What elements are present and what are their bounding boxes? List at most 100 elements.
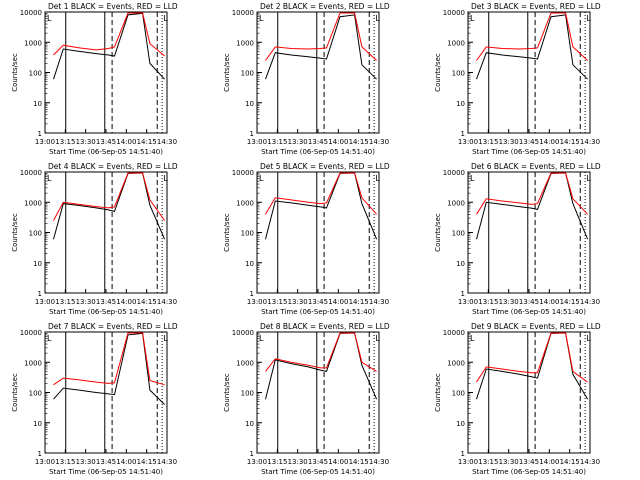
y-tick-label: 10 (245, 420, 254, 428)
panel-title: Det 1 BLACK = Events, RED = LLD (48, 2, 178, 11)
x-tick-label: 14:00 (328, 138, 348, 146)
series-line-lld (265, 332, 377, 372)
x-axis-label: Start Time (06-Sep-05 14:51:40) (49, 308, 163, 316)
marker-label: L (163, 334, 168, 343)
x-tick-label: 13:15 (267, 298, 287, 306)
y-tick-label: 10 (456, 260, 465, 268)
series-line-events (265, 14, 377, 80)
y-axis-label: Counts/sec (223, 53, 231, 92)
panel-title: Det 7 BLACK = Events, RED = LLD (48, 322, 178, 331)
y-tick-label: 100 (29, 230, 42, 238)
y-tick-label: 10000 (20, 9, 42, 17)
y-tick-label: 10000 (443, 169, 465, 177)
y-axis-label: Counts/sec (223, 373, 231, 412)
marker-label: L (47, 174, 52, 183)
plot-frame (467, 11, 591, 134)
y-tick-label: 100 (241, 230, 254, 238)
detector-panel-1: 1 10 100 1000 10000 13:00 13:15 13:30 13:45 14:00… (11, 2, 178, 156)
y-tick-label: 1 (250, 450, 254, 458)
y-tick-label: 1000 (236, 359, 254, 367)
x-tick-label: 14:30 (369, 138, 389, 146)
y-tick-label: 100 (241, 390, 254, 398)
detector-panel-9: 1 10 100 1000 10000 13:00 13:15 13:30 13:45 14:00… (434, 322, 601, 476)
x-tick-label: 13:00 (458, 138, 478, 146)
y-tick-label: 10000 (443, 9, 465, 17)
series-line-lld (476, 332, 588, 383)
y-tick-label: 1000 (236, 199, 254, 207)
y-tick-label: 10000 (232, 9, 254, 17)
plot-frame (467, 171, 591, 294)
x-tick-label: 13:00 (35, 298, 55, 306)
y-tick-label: 10 (245, 100, 254, 108)
marker-label: L (47, 14, 52, 23)
x-tick-label: 14:30 (157, 138, 177, 146)
y-tick-label: 10 (33, 260, 42, 268)
detector-panel-3: 1 10 100 1000 10000 13:00 13:15 13:30 13:45 14:00… (434, 2, 601, 156)
y-tick-label: 1000 (447, 39, 465, 47)
x-tick-label: 13:15 (55, 298, 75, 306)
marker-label: L (375, 334, 380, 343)
panel-title: Det 5 BLACK = Events, RED = LLD (260, 162, 390, 171)
y-tick-label: 1 (38, 450, 42, 458)
x-tick-label: 13:45 (519, 298, 539, 306)
x-tick-label: 13:30 (76, 138, 96, 146)
detector-panel-6: 1 10 100 1000 10000 13:00 13:15 13:30 13:45 14:00… (434, 162, 601, 316)
series-line-lld (476, 12, 588, 61)
panel-title: Det 3 BLACK = Events, RED = LLD (471, 2, 601, 11)
plot-frame (467, 331, 591, 454)
y-tick-label: 1 (38, 290, 42, 298)
y-tick-label: 10 (456, 420, 465, 428)
x-tick-label: 13:30 (288, 138, 308, 146)
detector-panel-7: 1 10 100 1000 10000 13:00 13:15 13:30 13:45 14:00… (11, 322, 178, 476)
plot-frame (44, 331, 168, 454)
series-line-events (476, 332, 589, 400)
plot-frame (44, 171, 168, 294)
series-line-events (476, 172, 589, 240)
x-tick-label: 13:15 (478, 458, 498, 466)
y-axis-label: Counts/sec (11, 373, 19, 412)
detector-panel-5: 1 10 100 1000 10000 13:00 13:15 13:30 13:45 14:00… (223, 162, 390, 316)
x-tick-label: 13:45 (96, 458, 116, 466)
y-tick-label: 10 (245, 260, 254, 268)
x-tick-label: 13:45 (519, 458, 539, 466)
x-tick-label: 13:00 (247, 458, 267, 466)
x-tick-label: 13:45 (308, 298, 328, 306)
y-tick-label: 1000 (24, 359, 42, 367)
x-tick-label: 13:15 (267, 458, 287, 466)
x-tick-label: 13:30 (499, 298, 519, 306)
x-tick-label: 14:30 (580, 138, 600, 146)
series-line-events (53, 12, 165, 80)
marker-label: L (259, 334, 264, 343)
y-tick-label: 1000 (236, 39, 254, 47)
marker-label: L (375, 174, 380, 183)
x-axis-label: Start Time (06-Sep-05 14:51:40) (472, 148, 586, 156)
marker-label: L (259, 14, 264, 23)
y-tick-label: 100 (452, 230, 465, 238)
x-tick-label: 13:45 (96, 138, 116, 146)
marker-label: L (259, 174, 264, 183)
series-line-lld (476, 172, 588, 215)
x-tick-label: 13:30 (288, 458, 308, 466)
x-tick-label: 13:15 (267, 138, 287, 146)
series-line-events (265, 332, 378, 400)
x-tick-label: 13:15 (55, 458, 75, 466)
marker-label: L (470, 174, 475, 183)
series-line-lld (265, 12, 377, 61)
marker-label: L (470, 14, 475, 23)
y-tick-label: 100 (241, 70, 254, 78)
y-tick-label: 10000 (443, 329, 465, 337)
y-tick-label: 1 (461, 130, 465, 138)
x-tick-label: 13:30 (499, 138, 519, 146)
marker-label: L (470, 334, 475, 343)
detector-panel-8: 1 10 100 1000 10000 13:00 13:15 13:30 13:45 14:00… (223, 322, 390, 476)
y-tick-label: 1000 (24, 39, 42, 47)
x-tick-label: 14:00 (539, 458, 559, 466)
x-tick-label: 14:15 (349, 298, 369, 306)
y-tick-label: 10000 (232, 169, 254, 177)
x-tick-label: 14:00 (116, 138, 136, 146)
x-tick-label: 13:30 (499, 458, 519, 466)
plot-frame (256, 171, 380, 294)
x-tick-label: 13:45 (308, 458, 328, 466)
x-tick-label: 14:00 (116, 298, 136, 306)
plot-frame (256, 331, 380, 454)
